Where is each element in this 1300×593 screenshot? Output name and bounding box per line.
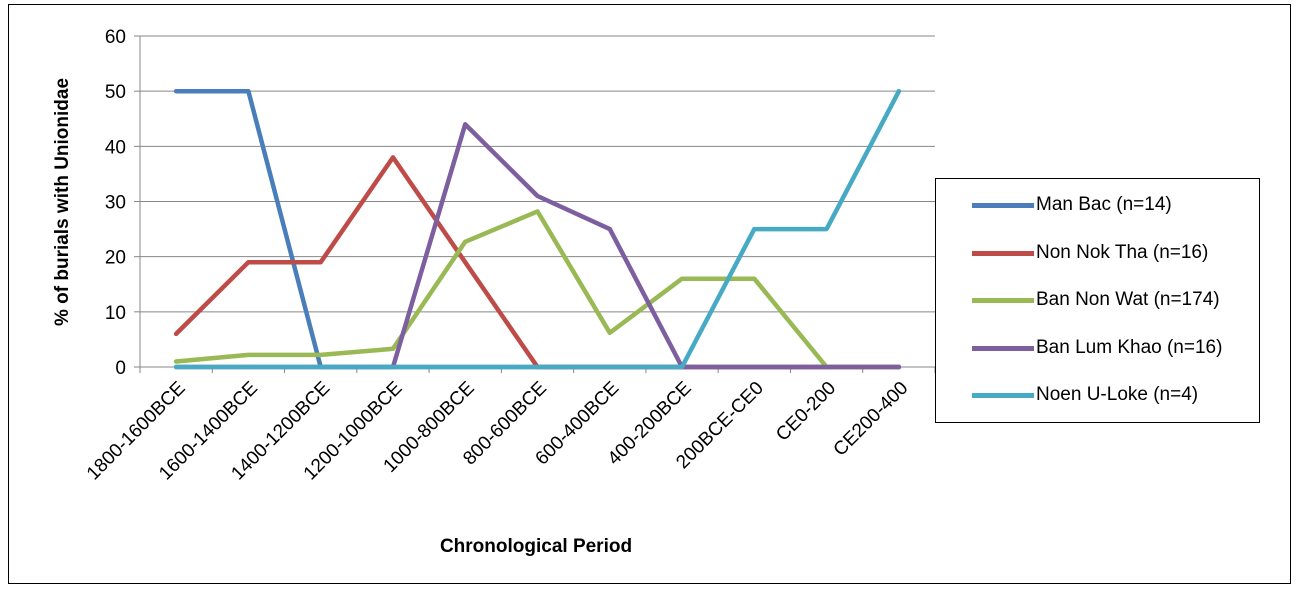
legend-swatch (972, 392, 1034, 398)
y-tick-label: 10 (105, 303, 126, 324)
legend-item: Non Nok Tha (n=16) (936, 240, 1208, 266)
series-line (173, 209, 902, 370)
y-tick-label: 40 (105, 137, 126, 158)
legend-label: Ban Lum Khao (n=16) (1036, 337, 1223, 358)
legend-label: Man Bac (n=14) (1036, 194, 1172, 215)
y-axis-title: % of burials with Unionidae (52, 78, 73, 326)
legend-swatch (972, 250, 1034, 256)
x-tick-label: CE200-400 (830, 378, 913, 461)
legend-item: Man Bac (n=14) (936, 192, 1172, 218)
x-tick-label: CE0-200 (772, 378, 840, 446)
legend-swatch (972, 202, 1034, 208)
gridlines (140, 35, 935, 313)
series-line (173, 88, 902, 370)
legend-swatch (972, 297, 1034, 303)
y-tick-label: 50 (105, 82, 126, 103)
chart-frame (8, 4, 1291, 584)
series-line (173, 155, 902, 370)
y-tick-label: 30 (105, 193, 126, 214)
y-tick-label: 60 (105, 27, 126, 48)
y-tick-label: 0 (115, 358, 126, 379)
legend-label: Ban Non Wat (n=174) (1036, 289, 1220, 310)
legend-label: Non Nok Tha (n=16) (1036, 242, 1209, 263)
legend-label: Noen U-Loke (n=4) (1036, 384, 1199, 405)
legend-item: Noen U-Loke (n=4) (936, 382, 1198, 408)
series-line (173, 122, 902, 370)
legend-item: Ban Lum Khao (n=16) (936, 335, 1222, 361)
x-axis-title: Chronological Period (440, 536, 632, 557)
legend-item: Ban Non Wat (n=174) (936, 287, 1220, 313)
legend: Man Bac (n=14) Non Nok Tha (n=16) Ban Non … (935, 178, 1260, 423)
series-lines (173, 88, 902, 370)
legend-swatch (972, 345, 1034, 351)
y-tick-label: 20 (105, 248, 126, 269)
axes (134, 35, 936, 373)
tick-labels: 01020304050601800-1600BCE1600-1400BCE140… (83, 27, 912, 484)
